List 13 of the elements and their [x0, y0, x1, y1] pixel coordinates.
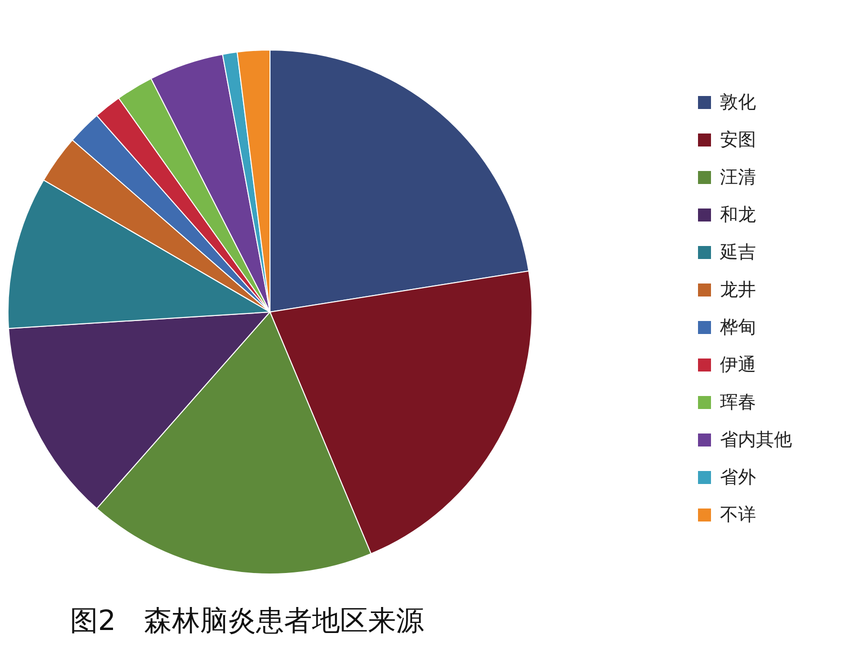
legend-label: 和龙	[720, 204, 756, 226]
legend-label: 伊通	[720, 354, 756, 376]
text: 图2 森林脑炎患者地区来源	[70, 604, 424, 637]
legend-label: 汪清	[720, 167, 756, 188]
legend-label: 敦化	[720, 92, 756, 113]
legend-label: 桦甸	[719, 317, 756, 338]
legend-label: 不详	[720, 504, 756, 526]
legend-label: 省内其他	[720, 430, 792, 450]
legend-label: 龙井	[720, 280, 756, 300]
legend-label: 省外	[720, 467, 756, 488]
legend-label: 延吉	[719, 242, 756, 263]
legend-label: 安图	[720, 130, 756, 150]
legend-label: 珲春	[720, 392, 756, 413]
